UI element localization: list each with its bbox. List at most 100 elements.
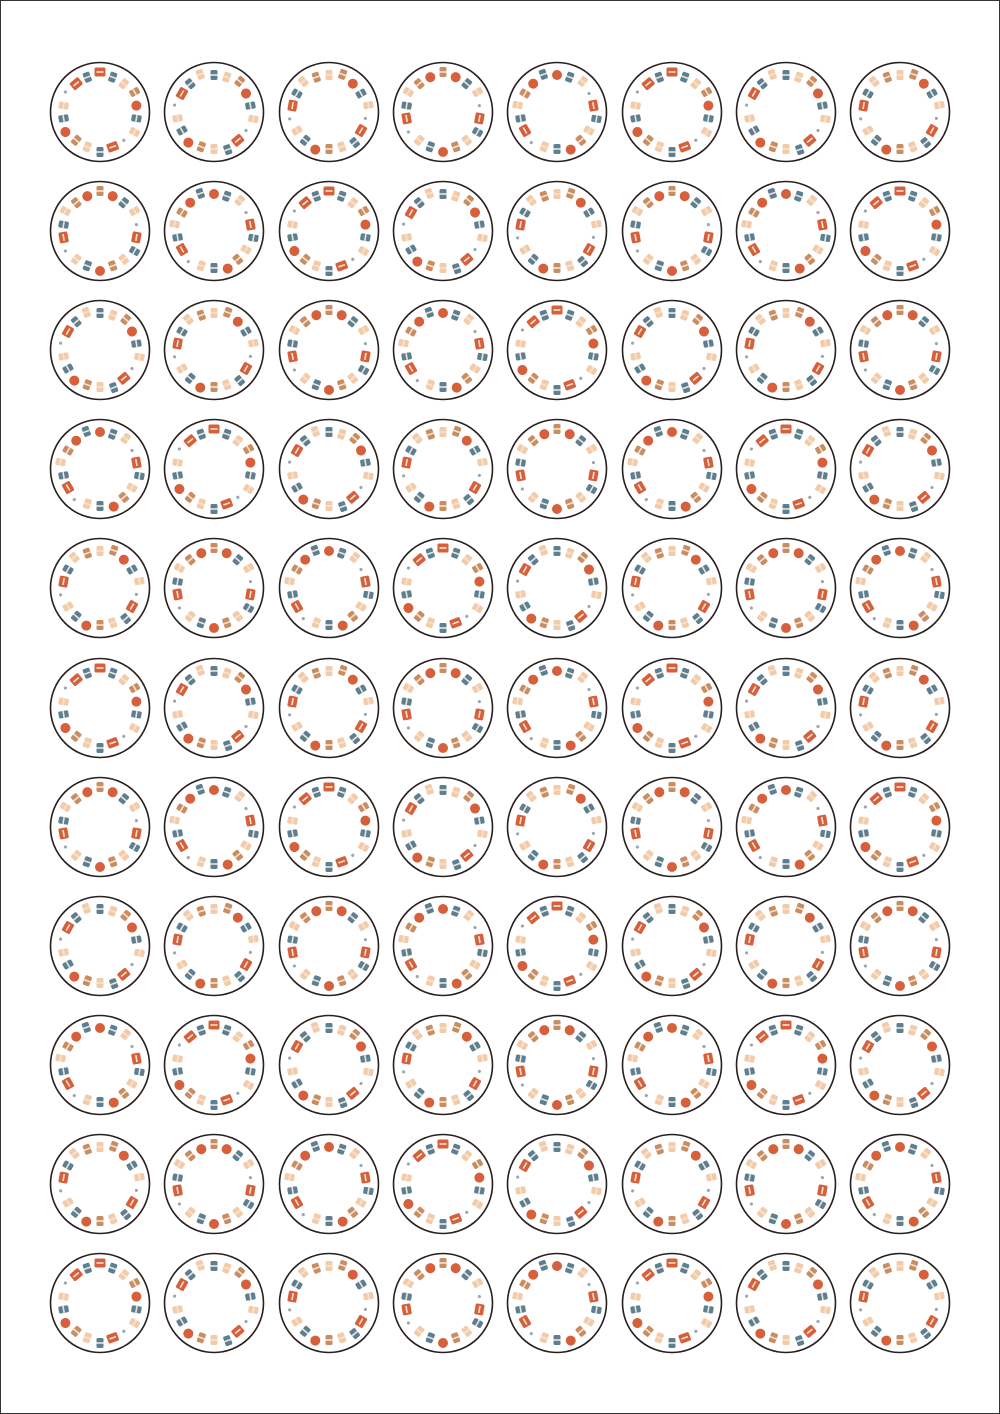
boot-icon bbox=[439, 977, 447, 988]
sweater-icon bbox=[131, 231, 142, 244]
sticker-circle bbox=[621, 61, 722, 163]
beanie-icon bbox=[756, 1087, 768, 1099]
sweater-icon bbox=[894, 782, 906, 792]
snowflake-icon bbox=[816, 1319, 820, 1324]
scarf-icon bbox=[401, 577, 412, 587]
beanie-icon bbox=[311, 498, 321, 510]
scarf-icon bbox=[586, 365, 598, 376]
mitten-icon bbox=[756, 1269, 768, 1281]
mitten-icon bbox=[668, 903, 675, 914]
sweater-icon bbox=[298, 791, 312, 805]
boot-icon bbox=[896, 620, 904, 631]
sock-icon bbox=[451, 1094, 461, 1106]
boot-icon bbox=[871, 730, 882, 742]
scarf-icon bbox=[58, 697, 69, 706]
beanie-icon bbox=[642, 792, 653, 804]
scarf-icon bbox=[172, 1054, 184, 1063]
sweater-icon bbox=[335, 260, 348, 272]
beanie-icon bbox=[336, 379, 346, 391]
mitten-icon bbox=[528, 554, 539, 566]
snowflake-icon bbox=[516, 579, 520, 584]
beanie-icon bbox=[691, 314, 703, 326]
sock-icon bbox=[804, 435, 815, 447]
boot-icon bbox=[439, 382, 447, 393]
scarf-icon bbox=[934, 1067, 945, 1076]
yarn-ball-icon bbox=[631, 722, 642, 733]
sticker-circle bbox=[735, 1133, 837, 1235]
beanie-icon bbox=[118, 492, 130, 504]
beanie-icon bbox=[539, 190, 550, 202]
yarn-ball-icon bbox=[552, 504, 563, 515]
sock-icon bbox=[336, 141, 346, 153]
snowflake-icon bbox=[529, 1331, 534, 1336]
beanie-icon bbox=[439, 662, 447, 673]
mitten-icon bbox=[325, 427, 333, 438]
scarf-icon bbox=[642, 849, 653, 861]
boot-icon bbox=[926, 684, 938, 694]
scarf-icon bbox=[476, 829, 488, 838]
scarf-icon bbox=[82, 1094, 92, 1106]
sock-icon bbox=[855, 1172, 866, 1182]
snowflake-icon bbox=[477, 1069, 481, 1073]
yarn-ball-icon bbox=[817, 457, 828, 468]
snowflake-icon bbox=[63, 249, 67, 253]
sock-icon bbox=[232, 611, 244, 623]
sock-icon bbox=[793, 975, 804, 986]
sweater-icon bbox=[359, 1171, 371, 1184]
sweater-icon bbox=[460, 848, 474, 862]
sweater-icon bbox=[404, 801, 417, 815]
sweater-icon bbox=[61, 920, 75, 934]
mitten-icon bbox=[858, 339, 869, 348]
yarn-ball-icon bbox=[69, 971, 80, 982]
scarf-icon bbox=[463, 909, 474, 921]
sweater-icon bbox=[404, 957, 417, 971]
sticker-circle bbox=[506, 418, 608, 520]
mitten-icon bbox=[401, 1292, 412, 1301]
beanie-icon bbox=[896, 1335, 904, 1345]
snowflake-icon bbox=[863, 804, 868, 809]
beanie-icon bbox=[452, 1021, 462, 1033]
boot-icon bbox=[528, 253, 539, 265]
scarf-icon bbox=[528, 492, 539, 504]
yarn-ball-icon bbox=[881, 740, 892, 751]
scarf-icon bbox=[58, 1292, 69, 1301]
sweater-icon bbox=[666, 663, 677, 672]
mitten-icon bbox=[210, 1099, 218, 1110]
snowflake-icon bbox=[63, 1281, 67, 1285]
mitten-icon bbox=[782, 504, 790, 515]
snowflake-icon bbox=[816, 128, 820, 133]
snowflake-icon bbox=[465, 1210, 469, 1214]
sweater-icon bbox=[176, 87, 189, 100]
boot-icon bbox=[405, 244, 417, 255]
mitten-icon bbox=[705, 1067, 717, 1076]
mitten-icon bbox=[680, 382, 690, 394]
yarn-ball-icon bbox=[474, 576, 485, 587]
boot-icon bbox=[575, 1031, 587, 1042]
boot-icon bbox=[185, 373, 196, 384]
sock-icon bbox=[461, 554, 472, 566]
boot-icon bbox=[413, 492, 425, 504]
scarf-icon bbox=[62, 601, 74, 612]
boot-icon bbox=[633, 363, 646, 374]
mitten-icon bbox=[286, 590, 298, 599]
yarn-ball-icon bbox=[584, 564, 595, 575]
yarn-ball-icon bbox=[469, 207, 480, 218]
beanie-icon bbox=[336, 975, 346, 986]
sweater-icon bbox=[747, 243, 760, 257]
boot-icon bbox=[172, 1067, 184, 1076]
yarn-ball-icon bbox=[652, 620, 663, 631]
yarn-ball-icon bbox=[222, 859, 233, 870]
scarf-icon bbox=[311, 1213, 321, 1225]
scarf-icon bbox=[929, 325, 941, 336]
boot-icon bbox=[232, 554, 244, 566]
sweater-icon bbox=[588, 469, 599, 482]
scarf-icon bbox=[70, 253, 82, 265]
snowflake-icon bbox=[749, 606, 753, 610]
sock-icon bbox=[232, 435, 244, 447]
snowflake-icon bbox=[820, 354, 824, 359]
sweater-icon bbox=[515, 814, 526, 827]
mitten-icon bbox=[882, 786, 892, 798]
yarn-ball-icon bbox=[323, 546, 334, 557]
yarn-ball-icon bbox=[118, 1150, 129, 1161]
sock-icon bbox=[512, 101, 524, 110]
